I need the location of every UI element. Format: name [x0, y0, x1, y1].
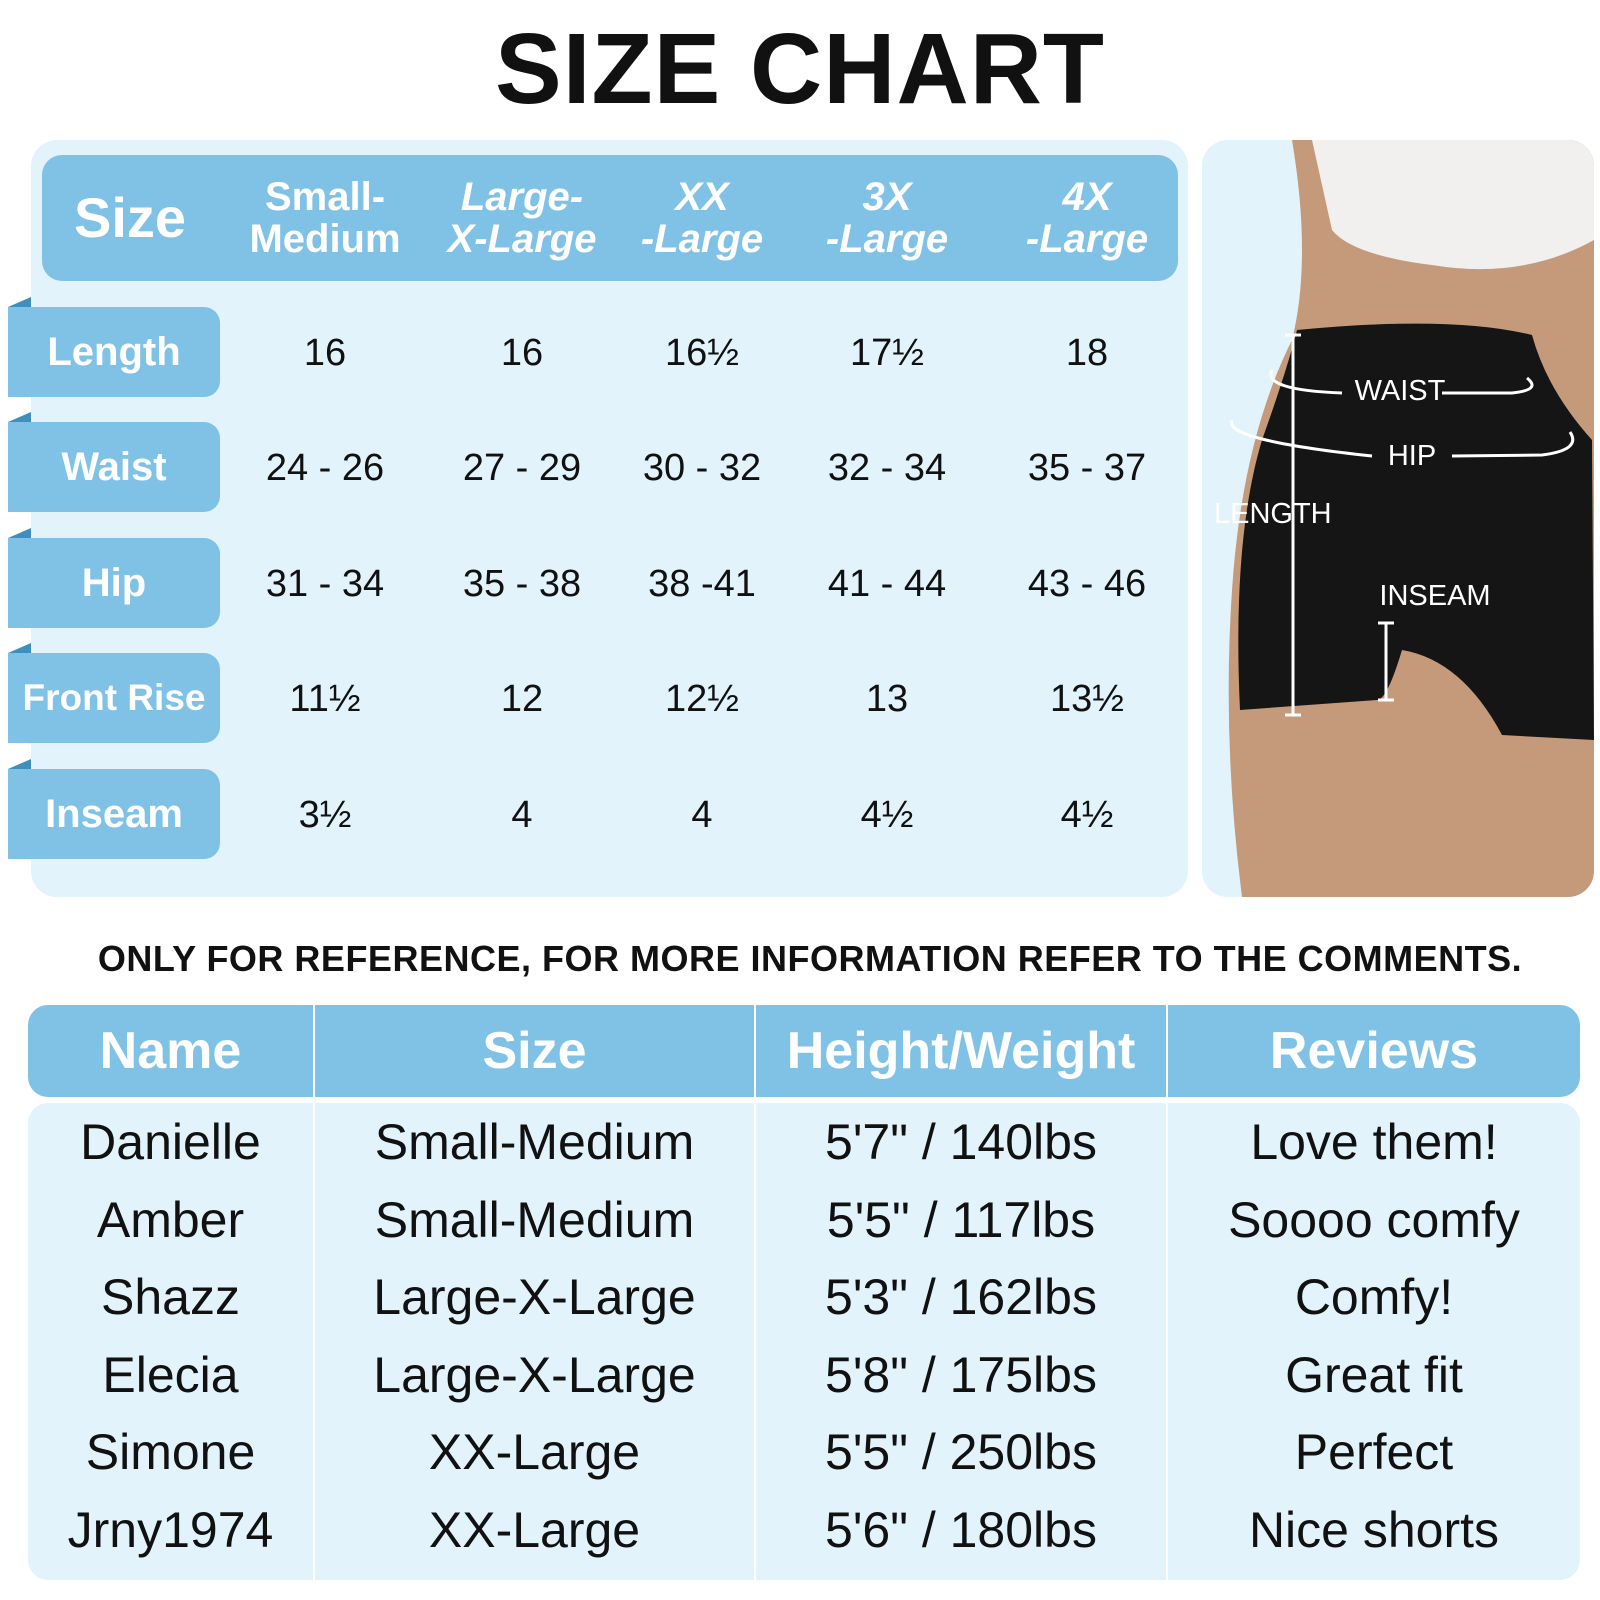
size-value-cell: 32 - 34 — [827, 447, 947, 489]
reviews-cell: Soooo comfy — [1228, 1191, 1520, 1248]
size-value-cell: 16 — [500, 332, 544, 374]
reviews-column-header: Height/Weight — [786, 1022, 1136, 1080]
reviews-cell: Elecia — [102, 1346, 239, 1403]
size-value-cell: 27 - 29 — [462, 447, 582, 489]
reviews-cell: Comfy! — [1294, 1269, 1454, 1326]
size-value-cell: 41 - 44 — [827, 563, 947, 605]
reviews-table-body — [28, 1103, 1580, 1580]
reviews-cell: 5'8" / 175lbs — [825, 1346, 1097, 1403]
size-value-cell: 13 — [865, 678, 909, 720]
size-value-cell: 3½ — [298, 794, 352, 836]
reviews-cell: Small-Medium — [374, 1191, 695, 1248]
reviews-cell: 5'5" / 250lbs — [825, 1424, 1097, 1481]
reference-note: ONLY FOR REFERENCE, FOR MORE INFORMATION… — [97, 938, 1523, 979]
reviews-cell: 5'6" / 180lbs — [825, 1502, 1097, 1558]
label-fold — [8, 297, 31, 307]
reviews-cell: Amber — [96, 1191, 245, 1248]
reviews-cell: XX-Large — [428, 1502, 641, 1558]
size-value-cell: 30 - 32 — [642, 447, 762, 489]
label-fold — [8, 412, 31, 422]
reviews-cell: Large-X-Large — [373, 1269, 696, 1326]
column-divider — [1166, 1005, 1168, 1580]
reviews-column-header: Reviews — [1269, 1022, 1479, 1080]
reviews-table-header — [28, 1005, 1580, 1097]
waist-label: WAIST — [1355, 375, 1446, 407]
size-column-header: Small- Medium — [249, 175, 401, 261]
size-value-cell: 43 - 46 — [1027, 563, 1147, 605]
size-value-cell: 24 - 26 — [265, 447, 385, 489]
page-title: SIZE CHART — [495, 13, 1105, 125]
label-fold — [8, 528, 31, 538]
reviews-column-header: Size — [482, 1022, 587, 1080]
reviews-cell: 5'5" / 117lbs — [826, 1191, 1096, 1248]
reviews-cell: Jrny1974 — [67, 1502, 274, 1558]
reviews-cell: Simone — [85, 1424, 256, 1481]
reviews-cell: XX-Large — [428, 1424, 641, 1481]
size-column-header: 4X -Large — [1025, 175, 1149, 261]
reviews-cell: 5'3" / 162lbs — [825, 1269, 1097, 1326]
reviews-cell: Small-Medium — [374, 1114, 695, 1170]
reviews-cell: Perfect — [1294, 1424, 1454, 1481]
reviews-cell: 5'7" / 140lbs — [825, 1114, 1097, 1170]
label-fold — [8, 643, 31, 653]
reviews-cell: Large-X-Large — [373, 1346, 696, 1403]
hip-label: HIP — [1388, 440, 1436, 472]
size-value-cell: 38 -41 — [648, 563, 756, 605]
size-value-cell: 12 — [500, 678, 544, 720]
reviews-cell: Great fit — [1285, 1346, 1463, 1403]
model-photo: WAIST HIP LENGTH INSEAM — [1202, 140, 1594, 897]
size-column-header: Large- X-Large — [447, 175, 597, 261]
length-label: LENGTH — [1214, 498, 1332, 530]
size-value-cell: 35 - 38 — [462, 563, 582, 605]
row-label: Hip — [8, 538, 220, 628]
size-value-cell: 12½ — [665, 678, 739, 720]
reviews-cell: Danielle — [80, 1114, 261, 1170]
size-value-cell: 4 — [511, 794, 533, 836]
size-column-header: XX -Large — [640, 175, 764, 261]
size-value-cell: 4½ — [1060, 794, 1114, 836]
row-label: Inseam — [8, 769, 220, 859]
size-corner-label: Size — [73, 186, 187, 249]
size-value-cell: 31 - 34 — [265, 563, 385, 605]
shorts-measurement-illustration: WAIST HIP LENGTH INSEAM — [1202, 140, 1594, 897]
reviews-cell: Nice shorts — [1248, 1502, 1500, 1558]
row-label: Waist — [8, 422, 220, 512]
size-value-cell: 18 — [1065, 332, 1109, 374]
column-divider — [754, 1005, 756, 1580]
size-value-cell: 17½ — [850, 332, 924, 374]
size-value-cell: 11½ — [289, 678, 361, 720]
size-value-cell: 4 — [691, 794, 713, 836]
column-divider — [313, 1005, 315, 1580]
size-value-cell: 16½ — [665, 332, 739, 374]
inseam-label: INSEAM — [1379, 580, 1490, 612]
size-value-cell: 13½ — [1050, 678, 1124, 720]
label-fold — [8, 759, 31, 769]
size-column-header: 3X -Large — [825, 175, 949, 261]
row-label: Front Rise — [8, 653, 220, 743]
reviews-cell: Shazz — [101, 1269, 240, 1326]
row-label: Length — [8, 307, 220, 397]
size-value-cell: 35 - 37 — [1027, 447, 1147, 489]
size-value-cell: 4½ — [860, 794, 914, 836]
reviews-column-header: Name — [99, 1022, 242, 1080]
size-table-header — [42, 155, 1178, 281]
reviews-cell: Love them! — [1250, 1114, 1498, 1170]
size-value-cell: 16 — [303, 332, 347, 374]
